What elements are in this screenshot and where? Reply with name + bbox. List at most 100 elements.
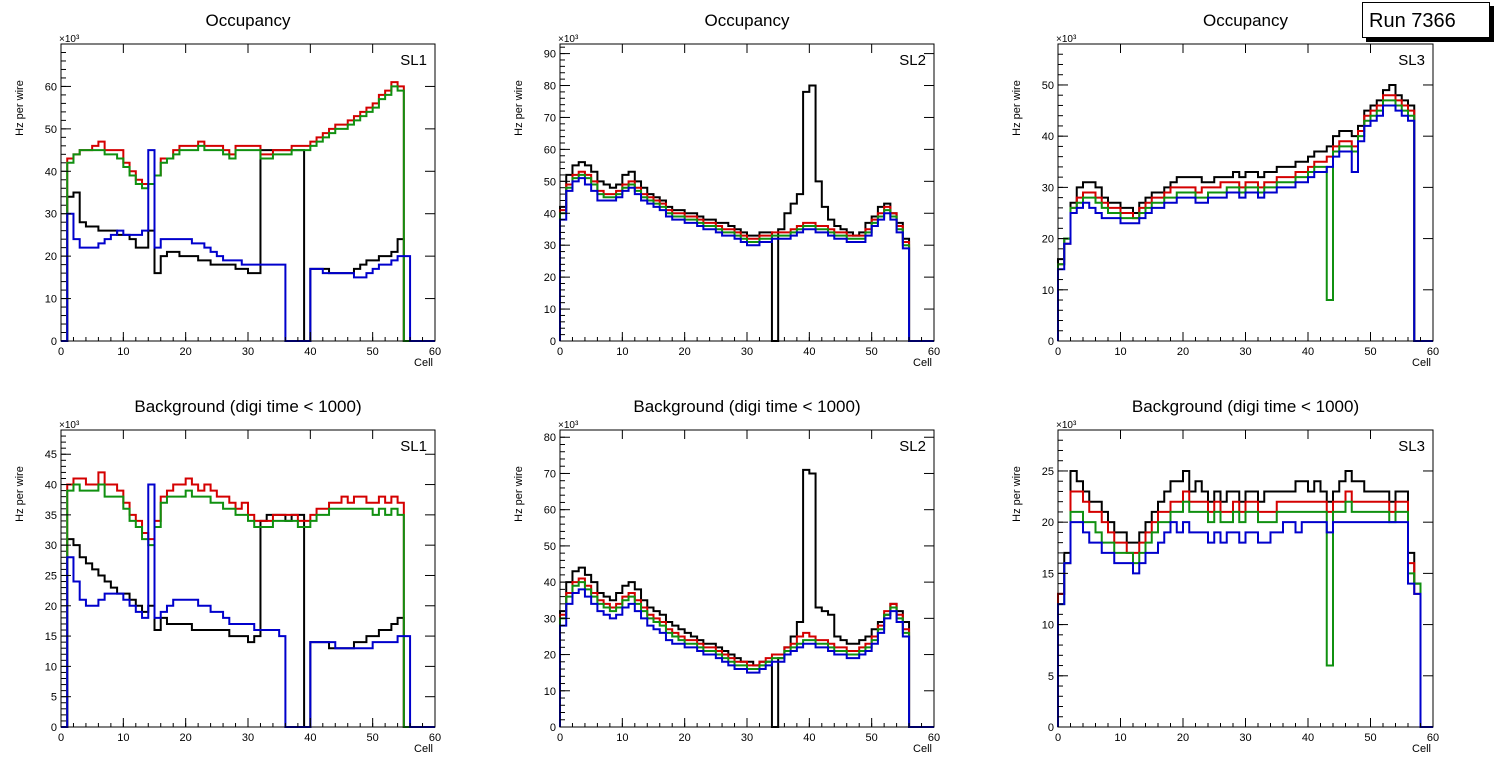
series-line-red [61,81,435,342]
series-line-green [1057,500,1433,728]
y-tick-label: 0 [1048,722,1054,734]
y-tick-label: 10 [1042,285,1054,297]
x-axis-label: Cell [913,357,932,369]
x-tick-label: 40 [1302,346,1314,358]
chart-panel: Occupancy 0 10 20 30 40 50 60 0 10 20 30 40 50 60 ×10³ S… [14,11,441,369]
y-tick-label: 40 [45,480,57,492]
x-tick-label: 30 [741,732,753,744]
x-tick-label: 20 [679,346,691,358]
y-tick-label: 30 [45,209,57,221]
x-tick-label: 50 [866,732,878,744]
y-tick-label: 50 [45,124,57,136]
x-tick-label: 30 [1239,732,1251,744]
x-tick-label: 30 [242,346,254,358]
y-tick-label: 20 [1042,517,1054,529]
x-tick-label: 10 [616,732,628,744]
series-line-black [61,149,435,342]
y-tick-label: 20 [544,272,556,284]
x-tick-label: 0 [58,346,64,358]
superlayer-label: SL3 [1398,52,1425,69]
chart-title: Occupancy [704,11,790,30]
y-tick-label: 60 [544,144,556,156]
y-tick-label: 70 [544,112,556,124]
chart-panel: Background (digi time < 1000)0 10 20 30 40 50… [14,397,441,755]
y-exponent-label: ×10³ [59,420,80,431]
x-axis-label: Cell [414,743,433,755]
x-tick-label: 20 [1177,732,1189,744]
x-tick-label: 40 [304,346,316,358]
y-tick-label: 0 [550,336,556,348]
y-tick-label: 5 [1048,671,1054,683]
x-tick-label: 50 [367,732,379,744]
run-label-box: Run 7366 [1362,2,1490,38]
y-exponent-label: ×10³ [558,34,579,45]
x-tick-label: 40 [304,732,316,744]
x-tick-label: 60 [429,346,441,358]
y-tick-label: 40 [544,577,556,589]
y-tick-label: 10 [544,686,556,698]
y-tick-label: 40 [544,208,556,220]
x-tick-label: 60 [429,732,441,744]
x-axis-label: Cell [414,357,433,369]
y-tick-label: 45 [45,449,57,461]
series-line-blue [61,483,435,728]
y-tick-label: 15 [1042,568,1054,580]
x-tick-label: 10 [1114,732,1126,744]
superlayer-label: SL2 [899,52,926,69]
y-tick-label: 50 [1042,80,1054,92]
series-line-green [1057,99,1433,342]
x-tick-label: 20 [180,732,192,744]
x-tick-label: 0 [557,732,563,744]
y-exponent-label: ×10³ [1056,420,1077,431]
y-tick-label: 0 [1048,336,1054,348]
y-axis-label: Hz per wire [513,466,525,522]
x-tick-label: 30 [741,346,753,358]
chart-title: Background (digi time < 1000) [1132,397,1359,416]
y-tick-label: 30 [45,540,57,552]
superlayer-label: SL2 [899,438,926,455]
y-tick-label: 30 [1042,182,1054,194]
x-tick-label: 40 [803,346,815,358]
series-line-red [1057,94,1433,342]
y-tick-label: 35 [45,510,57,522]
y-tick-label: 70 [544,468,556,480]
y-tick-label: 20 [1042,234,1054,246]
series-line-blue [559,177,934,342]
y-tick-label: 40 [45,166,57,178]
run-label: Run 7366 [1369,10,1456,32]
y-tick-label: 20 [45,601,57,613]
y-axis-label: Hz per wire [1011,466,1023,522]
x-tick-label: 0 [1055,346,1061,358]
superlayer-label: SL1 [400,438,427,455]
y-tick-label: 0 [550,722,556,734]
chart-panel: Background (digi time < 1000) 0 10 20 30 40 50… [513,397,940,755]
series-line-black [1057,469,1433,728]
x-tick-label: 60 [1427,732,1439,744]
y-tick-label: 50 [544,176,556,188]
series-line-red [1057,490,1433,728]
y-tick-label: 80 [544,432,556,444]
series-line-black [61,513,435,728]
y-tick-label: 40 [1042,131,1054,143]
x-tick-label: 50 [1364,732,1376,744]
x-tick-label: 30 [1239,346,1251,358]
x-tick-label: 0 [1055,732,1061,744]
y-tick-label: 15 [45,631,57,643]
series-line-blue [1057,104,1433,342]
y-axis-label: Hz per wire [1011,80,1023,136]
x-tick-label: 20 [1177,346,1189,358]
x-tick-label: 20 [679,732,691,744]
y-tick-label: 20 [544,650,556,662]
y-tick-label: 30 [544,240,556,252]
x-tick-label: 10 [117,732,129,744]
y-axis-label: Hz per wire [14,466,26,522]
y-tick-label: 25 [1042,466,1054,478]
y-tick-label: 10 [1042,620,1054,632]
y-tick-label: 10 [45,294,57,306]
y-axis-label: Hz per wire [513,80,525,136]
y-tick-label: 0 [51,336,57,348]
x-tick-label: 40 [1302,732,1314,744]
y-tick-label: 60 [544,505,556,517]
chart-title: Background (digi time < 1000) [134,397,361,416]
chart-title: Background (digi time < 1000) [633,397,860,416]
